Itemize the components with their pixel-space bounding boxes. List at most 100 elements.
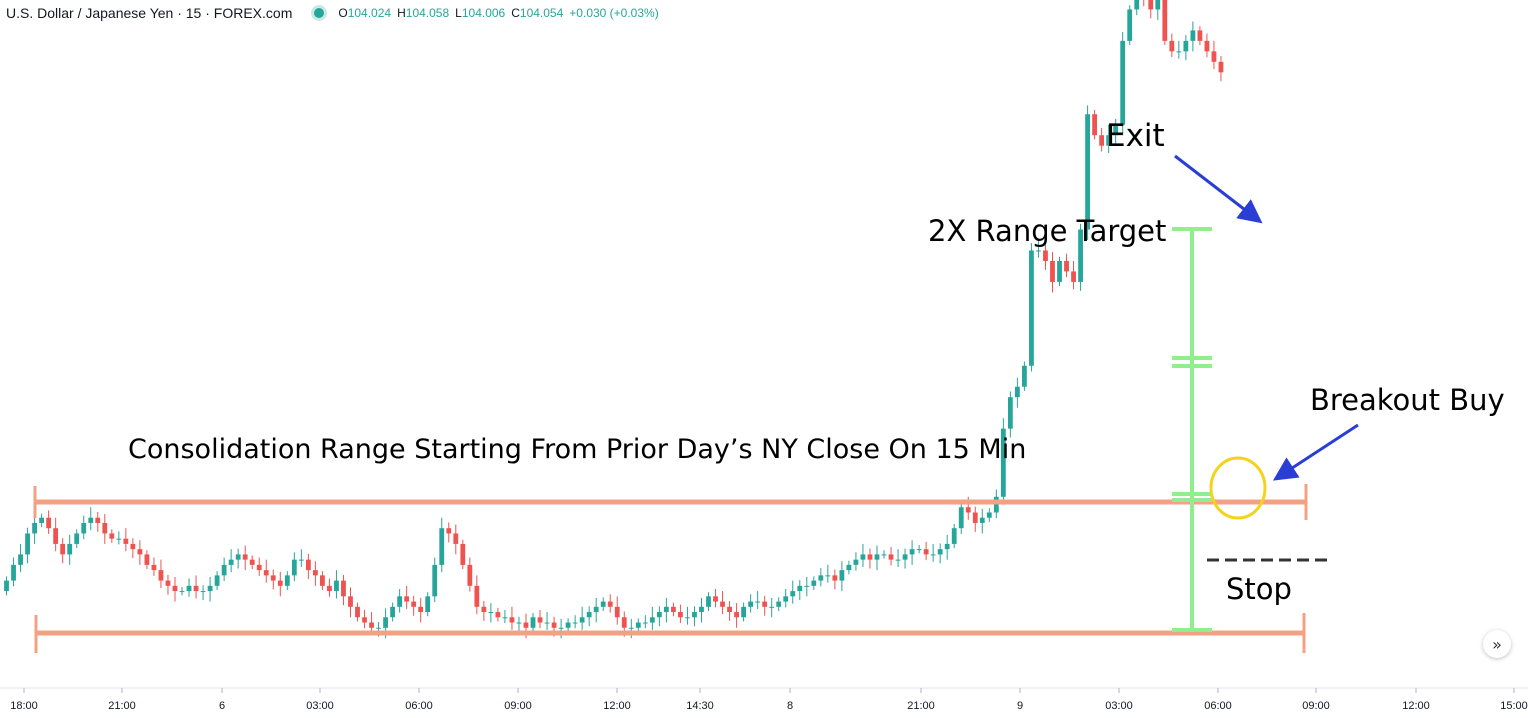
candle-body [341,580,346,597]
candle-body [46,517,52,529]
candle-body [818,575,824,581]
candle-body [537,617,543,623]
candle-body [874,554,880,560]
candle-body [291,559,297,576]
stop-label: Stop [1226,572,1292,606]
breakout-label: Breakout Buy [1310,383,1505,417]
candle-body [579,617,585,623]
candle-body [179,591,185,593]
candle-body [720,601,725,607]
candle-body [958,507,964,529]
candle-body [544,622,550,624]
candle-body [172,585,178,592]
candle-body [930,554,936,556]
candle-body [734,612,739,618]
candle-body [565,622,571,628]
candle-body [53,528,59,544]
candle-body [158,570,164,581]
candle-body [439,528,445,565]
candle-body [678,612,683,618]
candle-body [18,554,23,565]
candle-body [1190,30,1196,41]
candle-body [109,533,115,539]
candle-body [586,612,592,618]
candle-body [937,549,943,555]
candle-body [453,533,459,544]
candle-body [137,549,143,555]
candle-body [1099,135,1105,146]
candle-body [979,517,985,523]
candle-body [530,617,536,628]
candle-body [74,533,80,544]
candle-body [1106,135,1112,146]
candle-body [481,606,487,613]
candle-body [446,528,452,534]
candle-body [769,606,775,608]
candle-body [972,512,978,523]
symbol-title[interactable]: U.S. Dollar / Japanese Yen · 15 · FOREX.… [6,5,293,21]
ohlc-low: L104.006 [455,6,506,20]
x-tick-label: 21:00 [907,700,935,712]
candle-body [256,564,262,571]
candle-body [860,554,866,560]
candle-body [4,580,9,592]
candle-body [284,575,290,586]
exit-arrow [1174,154,1263,224]
candle-body [102,522,108,534]
x-tick-label: 6 [219,700,225,712]
chart-header: U.S. Dollar / Japanese Yen · 15 · FOREX.… [0,2,665,24]
candle-body [516,622,522,624]
candle-body [804,585,810,587]
candle-body [1022,365,1027,387]
candle-body [713,596,718,602]
candle-body [502,617,508,619]
exit-label: Exit [1106,118,1165,154]
candle-body [1155,0,1161,10]
x-tick-label: 21:00 [108,700,136,712]
candle-body [123,538,129,544]
candle-body [797,585,803,592]
candle-body [888,554,894,560]
candle-body [432,564,438,597]
candle-body [1148,0,1154,10]
market-status-dot-icon [314,8,325,18]
candle-body [951,528,957,544]
x-axis-ticks: 18:00 21:00 6 03:00 06:00 09:00 12:00 14:30 8 21:… [10,688,1528,712]
candle-body [895,559,901,561]
candle-body [993,496,999,513]
x-tick-label: 06:00 [1204,700,1232,712]
candle-body [95,517,101,523]
candle-body [902,554,908,560]
candle-body [600,601,606,607]
scroll-to-realtime-button[interactable]: » [1483,630,1511,658]
candle-body [151,564,157,571]
candle-body [628,627,634,629]
x-tick-label: 03:00 [1105,700,1133,712]
x-tick-label: 15:00 [1500,700,1528,712]
candle-body [67,543,73,555]
candle-body [312,570,318,576]
candle-body [383,617,388,628]
consolidation-range [33,484,1308,653]
ohlc-change: +0.030 (+0.03%) [569,6,659,20]
candle-body [685,617,690,619]
candle-body [1127,9,1133,41]
candle-body [200,591,206,593]
x-tick-label: 03:00 [306,700,334,712]
candle-body [1113,124,1119,136]
candle-body [320,575,325,586]
candle-body [411,601,417,607]
candle-body [39,517,45,523]
candle-body [986,512,992,518]
candle-body [656,612,662,618]
candle-body [783,596,789,602]
candle-body [249,559,255,565]
candle-body [460,543,466,565]
candle-body [305,559,311,571]
candle-body [881,554,887,556]
candle-body [551,622,557,628]
candle-body [88,517,94,523]
candle-body [614,606,620,618]
candle-body [762,601,768,607]
candle-body [635,622,641,628]
